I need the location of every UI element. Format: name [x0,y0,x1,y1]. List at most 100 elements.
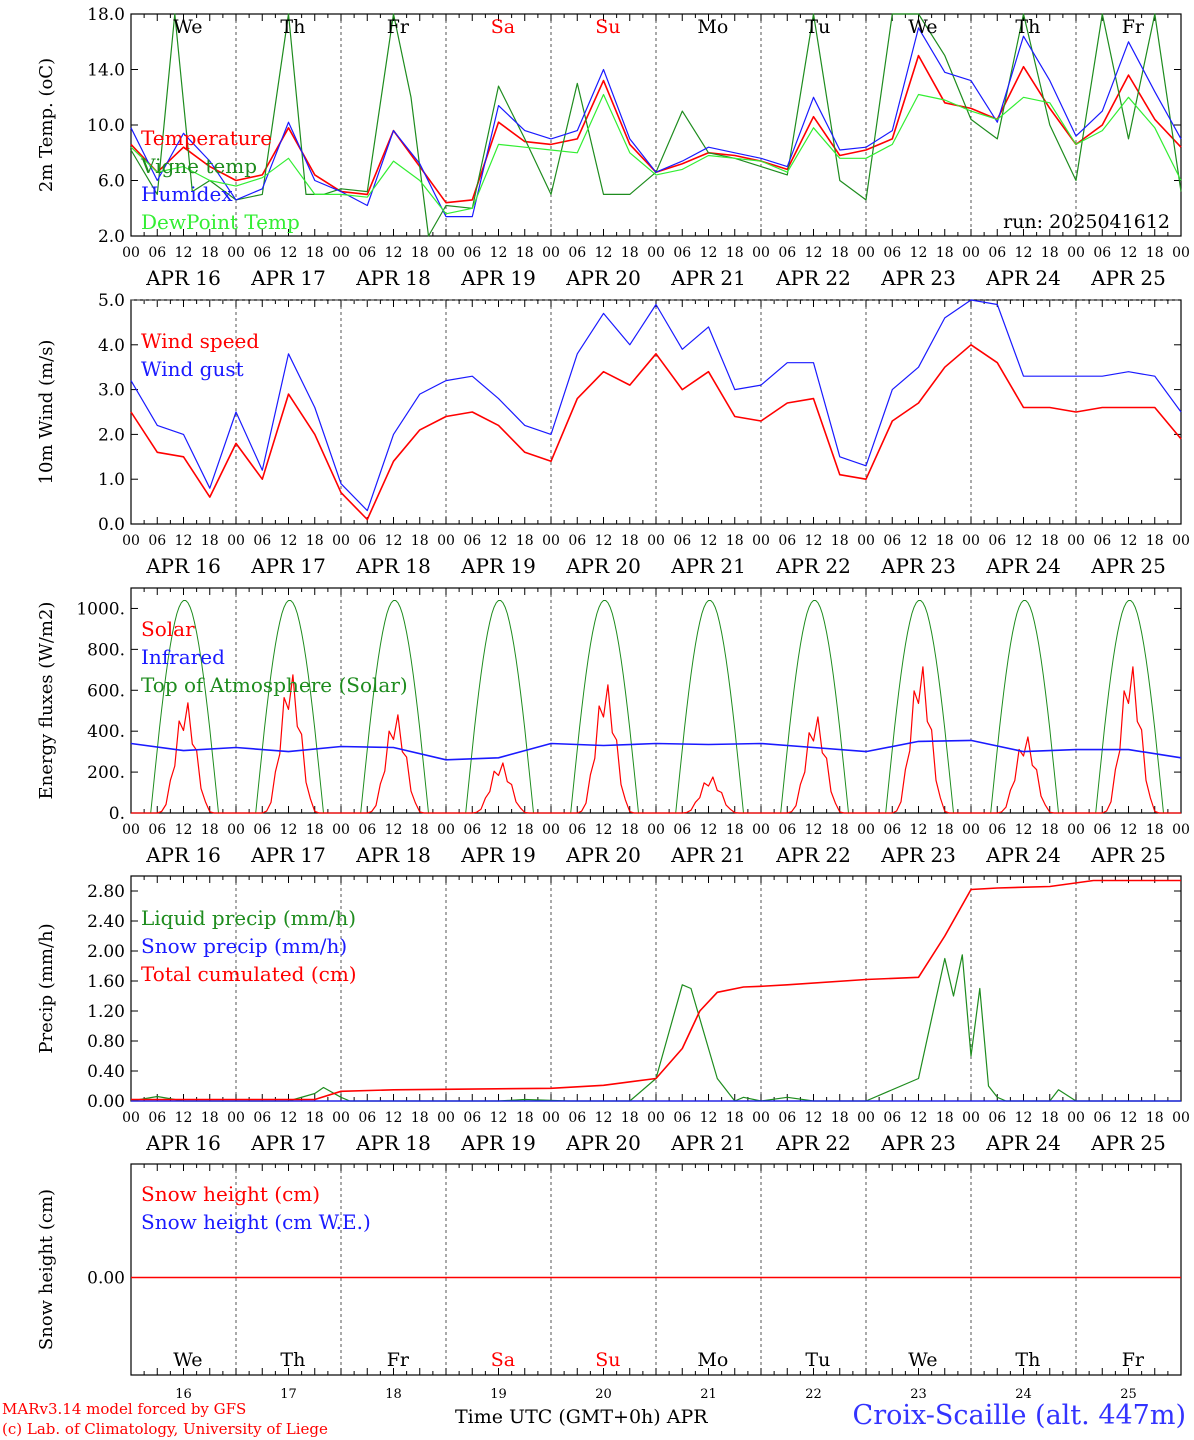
panel2-hour-label: 06 [988,533,1006,549]
panel4-legend-item: Total cumulated (cm) [141,962,357,986]
panel3-date-label: APR 16 [145,843,221,867]
panel2-y-tick-label: 1.0 [98,470,125,490]
panel4-hour-label: 12 [175,1110,193,1126]
panel5-day-name: Th [280,1349,305,1371]
panel2-hour-label: 18 [831,533,849,549]
panel2-hour-label: 00 [857,533,875,549]
panel3-date-label: APR 18 [355,843,431,867]
panel3-hour-label: 18 [1146,822,1164,838]
panel5-day-name: We [908,1349,937,1371]
credit-model: MARv3.14 model forced by GFS [2,1400,247,1418]
panel3-hour-label: 12 [175,822,193,838]
panel4-y-tick-label: 0.00 [87,1092,125,1112]
panel1-series-2 [130,27,1182,218]
panel1-hour-label: 18 [1041,245,1059,261]
panel1-hour-label: 18 [306,245,324,261]
panel5-legend-item: Snow height (cm W.E.) [141,1210,371,1234]
credit-lab: (c) Lab. of Climatology, University of L… [2,1420,328,1438]
panel2-hour-label: 18 [201,533,219,549]
panel3-hour-label: 06 [778,822,796,838]
panel3-hour-label: 18 [936,822,954,838]
panel1-hour-label: 06 [463,245,481,261]
panel1-hour-label: 12 [280,245,298,261]
panel2-y-tick-label: 5.0 [98,291,125,311]
panel2-hour-label: 12 [595,533,613,549]
panel1-date-label: APR 19 [460,266,536,290]
panel1-date-label: APR 25 [1090,266,1166,290]
panel3-hour-label: 00 [227,822,245,838]
panel1-hour-label: 00 [1067,245,1085,261]
panel3-hour-label: 06 [988,822,1006,838]
panel1-hour-label: 00 [1172,245,1190,261]
panel4-y-tick-label: 2.80 [87,882,125,902]
panel4-y-tick-label: 0.40 [87,1062,125,1082]
panel3-hour-label: 12 [805,822,823,838]
panel3-y-tick-label: 400. [87,722,125,742]
panel2-date-label: APR 18 [355,554,431,578]
panel2-date-label: APR 21 [670,554,746,578]
panel3-hour-label: 12 [490,822,508,838]
panel2-hour-label: 06 [1093,533,1111,549]
panel3-date-label: APR 21 [670,843,746,867]
panel5-day-name: Th [1015,1349,1040,1371]
panel4-hour-label: 18 [1041,1110,1059,1126]
panel2-date-label: APR 20 [565,554,641,578]
panel5-y-axis-label: Snow height (cm) [36,1189,57,1350]
panel3-hour-label: 12 [1015,822,1033,838]
panel1-hour-label: 06 [148,245,166,261]
panel1-y-tick-label: 10.0 [87,116,125,136]
panel3-hour-label: 18 [201,822,219,838]
panel3-hour-label: 00 [962,822,980,838]
panel2-hour-label: 00 [122,533,140,549]
panel2-hour-label: 18 [726,533,744,549]
panel4-hour-label: 06 [1093,1110,1111,1126]
panel4-hour-label: 06 [883,1110,901,1126]
panel1-hour-label: 18 [831,245,849,261]
panel3-hour-label: 12 [910,822,928,838]
panel1-hour-label: 12 [175,245,193,261]
panel2-date-label: APR 22 [775,554,851,578]
panel1-date-label: APR 16 [145,266,221,290]
panel2-hour-label: 00 [1067,533,1085,549]
panel4-hour-label: 00 [1067,1110,1085,1126]
panel1-date-label: APR 22 [775,266,851,290]
panel2-date-label: APR 23 [880,554,956,578]
panel4-hour-label: 12 [490,1110,508,1126]
panel1-series-3 [130,93,1182,215]
panel3-hour-label: 12 [1120,822,1138,838]
panel5-day-name: We [173,1349,202,1371]
panel1-hour-label: 00 [857,245,875,261]
panel2-hour-label: 00 [437,533,455,549]
panel4-hour-label: 12 [805,1110,823,1126]
panel4-hour-label: 18 [201,1110,219,1126]
panel3-y-tick-label: 800. [87,640,125,660]
panel2-hour-label: 00 [332,533,350,549]
panel4-hour-label: 00 [962,1110,980,1126]
panel3-hour-label: 00 [1172,822,1190,838]
meteogram: 2.0 6.0 10.0 14.0 18.0 2m Temp. (oC) Temperatu… [36,5,1190,1400]
panel3-hour-label: 00 [332,822,350,838]
panel4-hour-label: 00 [437,1110,455,1126]
panel2-hour-label: 12 [700,533,718,549]
panel3-hour-label: 00 [122,822,140,838]
panel1-day-name: Tu [805,16,830,38]
panel1-hour-label: 12 [490,245,508,261]
panel1-hour-label: 00 [332,245,350,261]
panel3-legend-item: Top of Atmosphere (Solar) [141,673,408,697]
panel4-hour-label: 18 [1146,1110,1164,1126]
panel1-hour-label: 06 [883,245,901,261]
panel3-hour-label: 18 [726,822,744,838]
panel3-hour-label: 12 [385,822,403,838]
panel5-day-name: Sa [491,1349,515,1371]
panel4-date-label: APR 18 [355,1131,431,1155]
panel5-day-number: 25 [1120,1387,1137,1400]
panel3-y-tick-label: 1000. [76,599,125,619]
panel2-hour-label: 18 [621,533,639,549]
panel1-day-name: Sa [491,16,515,38]
panel1-hour-label: 06 [778,245,796,261]
panel2-hour-label: 06 [883,533,901,549]
panel2-hour-label: 00 [542,533,560,549]
panel4-hour-label: 18 [936,1110,954,1126]
panel4-date-label: APR 19 [460,1131,536,1155]
panel3-date-label: APR 17 [250,843,326,867]
